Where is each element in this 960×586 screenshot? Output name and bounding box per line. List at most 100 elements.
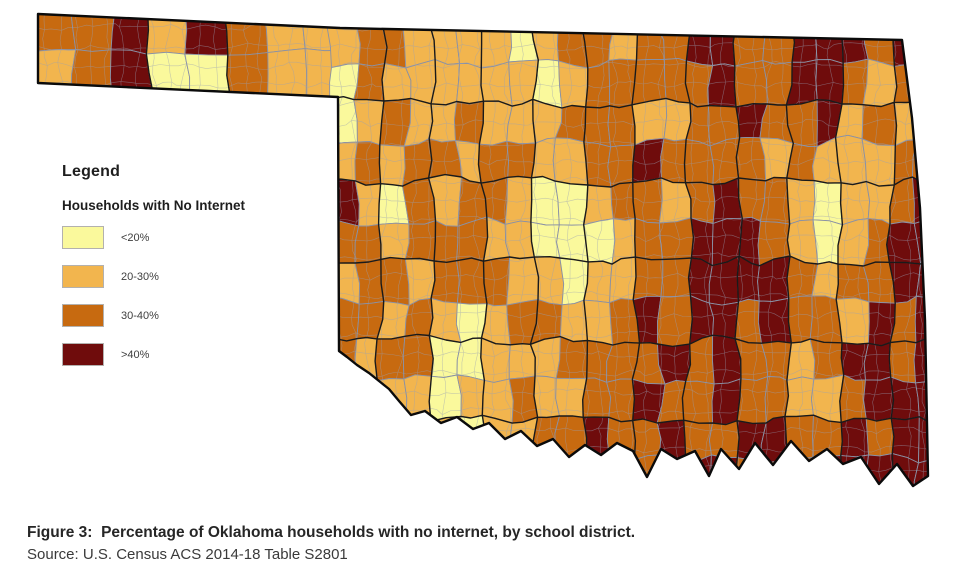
district-cell (919, 18, 928, 67)
district-cell (634, 217, 664, 261)
figure-caption-title: Figure 3: Percentage of Oklahoma househo… (27, 524, 636, 541)
figure-caption-source: Source: U.S. Census ACS 2014-18 Table S2… (27, 546, 348, 563)
district-cell (454, 21, 483, 69)
district-cell (184, 14, 229, 56)
district-cell (890, 376, 920, 421)
district-cell (684, 138, 715, 186)
legend-swatch-20-30 (62, 265, 104, 288)
district-cell (636, 19, 665, 61)
district-cell (354, 223, 382, 264)
legend-swatch-under-20 (62, 226, 104, 249)
district-cell (863, 342, 892, 381)
district-cell (529, 456, 565, 486)
district-cell (354, 180, 382, 227)
district-cell (327, 262, 361, 305)
district-cell (784, 414, 814, 462)
district-cell (681, 380, 715, 424)
legend-label: 30-40% (121, 309, 159, 322)
district-cell (453, 458, 485, 486)
district-cell (379, 453, 412, 486)
district-cell (760, 460, 789, 486)
district-cell (506, 140, 536, 179)
district-cell (762, 28, 795, 65)
district-cell (660, 137, 687, 184)
district-cell (351, 414, 386, 462)
district-cell (456, 414, 486, 464)
district-cell (351, 380, 386, 422)
district-cell (914, 295, 928, 344)
district-cell (226, 52, 269, 98)
district-cell (812, 455, 844, 486)
district-cell (585, 455, 612, 486)
district-cell (430, 456, 458, 486)
district-cell (582, 377, 612, 418)
district-cell (327, 420, 355, 463)
district-cell (918, 416, 928, 464)
district-cell (791, 21, 818, 63)
district-cell (504, 454, 537, 486)
district-cell (631, 58, 667, 106)
district-cell (328, 337, 358, 382)
district-cell (809, 338, 845, 380)
district-cell (483, 256, 511, 307)
district-cell (376, 378, 408, 420)
district-cell (401, 417, 434, 458)
district-cell (110, 14, 149, 55)
district-cell (480, 453, 511, 486)
district-cell (685, 22, 714, 66)
state-outline (36, 12, 930, 488)
district-cell (659, 454, 687, 486)
legend-label: >40% (121, 348, 150, 361)
district-cell (607, 144, 636, 188)
district-cell (430, 415, 462, 464)
district-cell (632, 418, 662, 461)
district-cell (327, 460, 357, 486)
legend-title: Legend (62, 163, 121, 180)
legend-row: 20-30% (62, 265, 312, 288)
legend-swatch-over-40 (62, 343, 104, 366)
district-cell (267, 48, 307, 98)
district-cell (380, 257, 410, 306)
district-cell (736, 376, 769, 424)
district-cell (632, 177, 663, 224)
district-cell (631, 97, 668, 146)
district-cell (223, 14, 269, 56)
district-cell (324, 141, 358, 182)
district-cell (708, 301, 739, 340)
district-cell (329, 63, 360, 101)
legend-row: 30-40% (62, 304, 312, 327)
district-cell (433, 220, 459, 263)
district-cell (556, 18, 589, 69)
legend-swatch-30-40 (62, 304, 104, 327)
district-cell (711, 378, 742, 426)
district-cell (327, 178, 360, 227)
district-cell (913, 335, 928, 384)
district-cell (354, 141, 382, 186)
district-cell (374, 335, 406, 382)
district-cell (734, 298, 762, 344)
district-cell (353, 99, 385, 146)
district-cell (892, 18, 923, 67)
district-cell (913, 455, 928, 486)
district-cell (508, 375, 539, 424)
map-legend: Legend Households with No Internet <20% … (62, 163, 312, 382)
oklahoma-choropleth-map (36, 12, 930, 488)
district-cell (784, 457, 819, 486)
district-cell (583, 299, 614, 346)
district-cell (354, 337, 378, 383)
district-cell (814, 21, 844, 64)
district-cell (608, 455, 640, 486)
figure-caption: Figure 3: Percentage of Oklahoma househo… (27, 524, 960, 563)
district-cell (863, 376, 894, 422)
district-cell (709, 24, 737, 67)
district-cell (401, 453, 436, 486)
district-cell (555, 456, 590, 486)
legend-subtitle: Households with No Internet (62, 198, 246, 213)
district-cell (379, 414, 407, 456)
legend-label: 20-30% (121, 270, 159, 283)
district-cell (918, 101, 928, 146)
district-cell (917, 59, 928, 108)
legend-row: <20% (62, 226, 312, 249)
figure-map-area: Legend Households with No Internet <20% … (36, 12, 930, 488)
district-cell (583, 218, 616, 265)
